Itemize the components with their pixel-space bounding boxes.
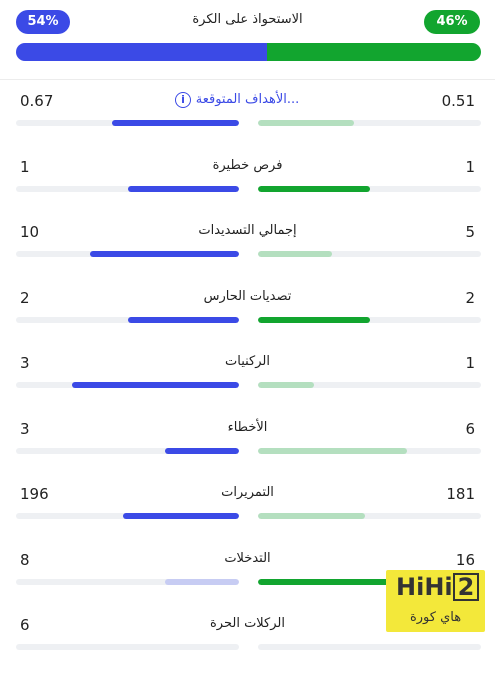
site-watermark-logo: HiHi 2 هاي كورة bbox=[386, 570, 485, 632]
info-icon[interactable]: i bbox=[175, 92, 191, 108]
section-divider bbox=[0, 79, 495, 80]
stat-bar-left-fill bbox=[127, 185, 239, 192]
stat-bar-left-fill bbox=[127, 316, 239, 323]
stat-row: 1 فرص خطيرة 1 bbox=[0, 158, 495, 218]
stat-label: الركنيات bbox=[225, 354, 270, 369]
stat-left-value: 3 bbox=[20, 354, 30, 372]
stat-bar-left-fill bbox=[71, 382, 239, 388]
stat-bar-right bbox=[258, 382, 481, 388]
stat-left-value: 2 bbox=[20, 288, 30, 307]
stat-bar-left bbox=[16, 513, 239, 519]
stat-row: 3 الركنيات 1 bbox=[0, 354, 495, 414]
away-possession-badge: 54% bbox=[16, 10, 70, 34]
stat-label: الركلات الحرة bbox=[209, 616, 285, 631]
stat-row: 196 التمريرات 181 bbox=[0, 485, 495, 545]
stat-bar-left-fill bbox=[165, 578, 239, 585]
stat-label[interactable]: الأهداف المتوقعة... bbox=[195, 92, 300, 107]
stat-bar-right bbox=[258, 578, 481, 585]
stat-bar-left-fill bbox=[89, 251, 239, 257]
stat-bar-right bbox=[258, 513, 481, 519]
stat-bar-left bbox=[16, 185, 239, 192]
stat-row: 2 تصديات الحارس 2 bbox=[0, 289, 495, 349]
watermark-logo-text: HiHi 2 bbox=[396, 573, 480, 601]
stat-left-value: 8 bbox=[20, 550, 30, 569]
possession-bar-left bbox=[16, 43, 268, 61]
stat-left-value: 6 bbox=[20, 616, 30, 634]
stat-left-value: 3 bbox=[20, 419, 30, 438]
stat-left-value: 196 bbox=[20, 485, 49, 503]
stat-bar-left-fill bbox=[111, 120, 239, 126]
watermark-subtitle: هاي كورة bbox=[409, 610, 462, 625]
possession-title: الاستحواذ على الكرة bbox=[192, 12, 303, 27]
stat-bar-right-fill bbox=[258, 185, 370, 192]
stat-right-value: 181 bbox=[446, 485, 475, 503]
stat-right-value: 2 bbox=[465, 288, 475, 307]
stat-right-value: 0.51 bbox=[441, 92, 475, 110]
possession-section: 54% الاستحواذ على الكرة 46% bbox=[0, 0, 495, 80]
stat-bar-right-fill bbox=[258, 382, 314, 388]
stat-left-value: 1 bbox=[20, 157, 30, 176]
stat-row: 0.67 الأهداف المتوقعة... i 0.51 bbox=[0, 92, 495, 152]
stat-bar-right bbox=[258, 447, 481, 454]
stat-bar-left bbox=[16, 644, 239, 650]
possession-bar-right bbox=[267, 43, 481, 61]
stat-bar-right bbox=[258, 251, 481, 257]
stat-bar-right-fill bbox=[258, 447, 408, 454]
stat-bar-left bbox=[16, 251, 239, 257]
stat-bar-left bbox=[16, 382, 239, 388]
stat-bar-right bbox=[258, 185, 481, 192]
stat-bar-right bbox=[258, 120, 481, 126]
stat-label: إجمالي التسديدات bbox=[198, 223, 297, 238]
home-possession-badge: 46% bbox=[424, 10, 480, 34]
stat-bar-left bbox=[16, 578, 239, 585]
stat-bar-left-fill bbox=[123, 513, 239, 519]
stat-bar-right-fill bbox=[258, 513, 366, 519]
stat-label: تصديات الحارس bbox=[203, 288, 292, 304]
stat-bar-left-fill bbox=[165, 447, 239, 454]
stat-right-value: 6 bbox=[465, 419, 475, 438]
stat-label: التدخلات bbox=[224, 550, 271, 566]
stat-bar-right-fill bbox=[258, 316, 370, 323]
stat-right-value: 5 bbox=[465, 223, 475, 241]
stat-label: التمريرات bbox=[221, 485, 274, 500]
stat-right-value: 1 bbox=[465, 157, 475, 176]
stat-label: الأخطاء bbox=[227, 419, 268, 435]
stat-bar-right bbox=[258, 316, 481, 323]
stat-right-value: 1 bbox=[465, 354, 475, 372]
stat-bar-right-fill bbox=[258, 120, 354, 126]
stat-row: 10 إجمالي التسديدات 5 bbox=[0, 223, 495, 283]
stat-bar-right bbox=[258, 644, 481, 650]
stat-row: 8 التدخلات 16 bbox=[0, 551, 495, 611]
possession-bar bbox=[16, 43, 481, 61]
stat-bar-left bbox=[16, 120, 239, 126]
stat-left-value: 0.67 bbox=[20, 92, 54, 110]
stat-bar-left bbox=[16, 316, 239, 323]
stat-left-value: 10 bbox=[20, 223, 40, 241]
stat-bar-left bbox=[16, 447, 239, 454]
stat-row: 3 الأخطاء 6 bbox=[0, 420, 495, 480]
stat-right-value: 16 bbox=[455, 550, 475, 569]
stat-bar-right-fill bbox=[258, 578, 408, 585]
stat-bar-right-fill bbox=[258, 251, 332, 257]
stat-label: فرص خطيرة bbox=[212, 157, 283, 173]
